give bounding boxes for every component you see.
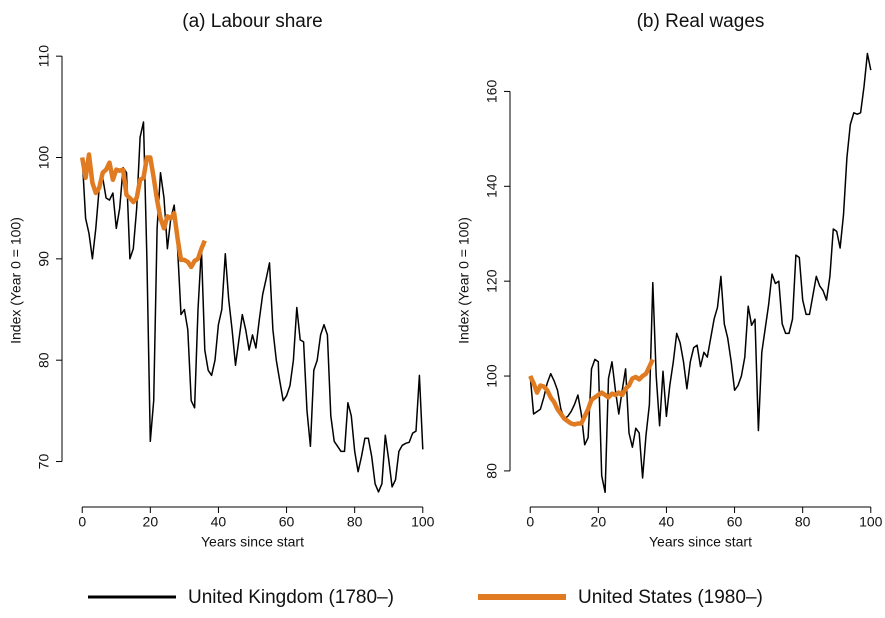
x-tick-label: 60: [279, 514, 295, 530]
y-tick-label: 160: [484, 80, 500, 104]
x-tick-label: 80: [347, 514, 363, 530]
x-tick-label: 40: [659, 514, 675, 530]
series-line: [79, 152, 207, 270]
series-line: [528, 358, 655, 427]
y-axis-label: Index (Year 0 = 100): [456, 217, 472, 344]
x-tick-label: 20: [591, 514, 607, 530]
x-tick-label: 100: [411, 514, 435, 530]
legend-label: United Kingdom (1780–): [188, 587, 394, 608]
y-tick-label: 90: [36, 251, 52, 267]
x-tick-label: 20: [143, 514, 159, 530]
panel-title: (a) Labour share: [182, 11, 322, 32]
y-axis-label: Index (Year 0 = 100): [8, 217, 24, 344]
y-tick-label: 80: [36, 352, 52, 368]
y-tick-label: 100: [36, 146, 52, 170]
y-tick-label: 70: [36, 454, 52, 470]
x-tick-label: 100: [859, 514, 883, 530]
x-tick-label: 40: [211, 514, 227, 530]
x-tick-label: 0: [78, 514, 86, 530]
y-tick-label: 100: [484, 364, 500, 388]
y-tick-label: 120: [484, 269, 500, 293]
x-axis-label: Years since start: [649, 534, 752, 550]
legend-label: United States (1980–): [578, 587, 763, 608]
series-line: [81, 121, 424, 493]
x-tick-label: 0: [526, 514, 534, 530]
x-axis-label: Years since start: [201, 534, 304, 550]
series-line: [529, 52, 872, 494]
y-tick-label: 110: [36, 45, 52, 68]
x-tick-label: 60: [727, 514, 743, 530]
x-tick-label: 80: [795, 514, 811, 530]
y-tick-label: 140: [484, 174, 500, 198]
y-tick-label: 80: [484, 463, 500, 479]
panel-title: (b) Real wages: [637, 11, 765, 32]
